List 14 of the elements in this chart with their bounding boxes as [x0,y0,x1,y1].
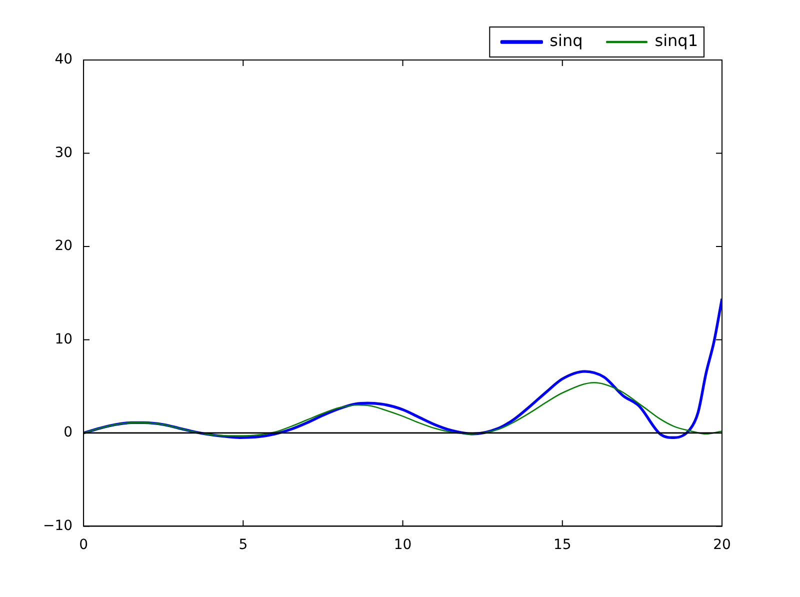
legend-label: sinq1 [654,31,698,50]
y-tick-label: 20 [54,238,73,254]
y-tick-label: 10 [54,331,73,348]
legend-label: sinq [550,31,583,50]
x-tick-label: 10 [394,537,412,554]
x-tick-label: 5 [238,537,248,554]
y-tick-label: 0 [64,424,73,441]
x-tick-label: 15 [553,537,572,554]
x-tick-label: 20 [713,537,731,554]
x-tick-label: 0 [79,537,88,554]
y-tick-label: 40 [54,52,73,68]
y-tick-label: −10 [43,518,73,534]
y-tick-label: 30 [54,144,73,161]
line-series [84,382,722,436]
